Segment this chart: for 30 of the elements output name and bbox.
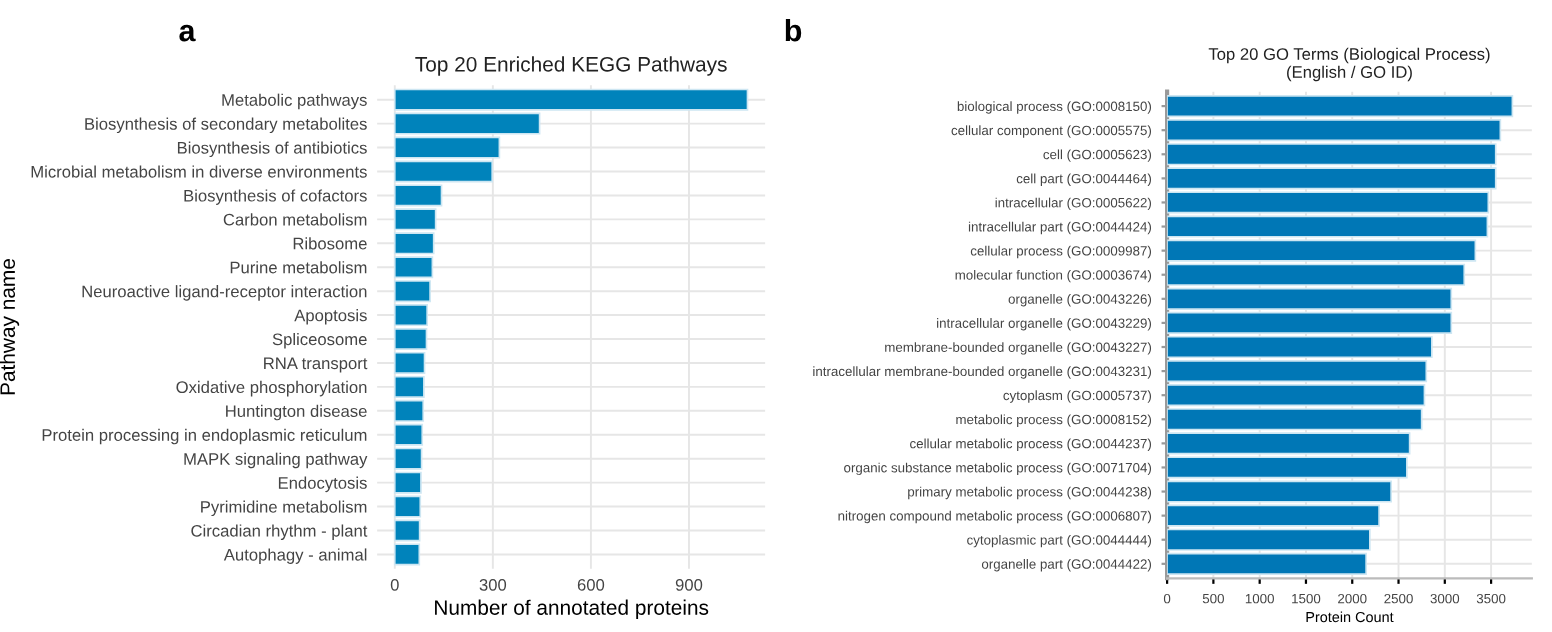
y-tick-label: Biosynthesis of secondary metabolites	[85, 117, 367, 134]
y-tick-label: Carbon metabolism	[223, 213, 367, 226]
y-tick-label: Purine metabolism	[230, 261, 367, 274]
chart-title: Top 20 Enriched KEGG Pathways	[415, 56, 727, 76]
y-tick-label: Metabolic pathways	[222, 93, 367, 110]
x-tick-label: 900	[675, 578, 703, 591]
y-tick-label: Circadian rhythm - plant	[191, 524, 368, 540]
y-tick-label: Neuroactive ligand-receptor interaction	[82, 285, 367, 301]
x-axis-title: Number of annotated proteins	[435, 599, 709, 620]
y-tick-label: MAPK signaling pathway	[184, 452, 368, 469]
x-tick-label: 300	[479, 578, 507, 591]
y-axis-title: Pathway name	[0, 259, 20, 395]
y-tick-label: Ribosome	[293, 237, 367, 250]
chart-title: Top 20 GO Terms (Biological Process) (English / GO ID)	[1208, 47, 1490, 82]
y-tick-label: Microbial metabolism in diverse environments	[31, 165, 367, 178]
y-tick-label: Protein processing in endoplasmic reticulum	[42, 428, 367, 445]
y-tick-label: Spliceosome	[272, 332, 367, 349]
y-tick-label: Huntington disease	[226, 404, 367, 421]
x-tick-label: 600	[577, 578, 605, 591]
y-tick-label: Oxidative phosphorylation	[176, 380, 367, 397]
y-tick-label: Biosynthesis of antibiotics	[177, 141, 367, 158]
y-tick-label: Autophagy - animal	[223, 548, 367, 564]
y-tick-label: Pyrimidine metabolism	[201, 500, 367, 517]
x-tick-label: 0	[390, 578, 399, 591]
y-tick-label: Biosynthesis of cofactors	[184, 189, 367, 205]
text: b	[785, 18, 802, 42]
y-tick-label: Apoptosis	[294, 309, 367, 325]
y-tick-label: RNA transport	[264, 357, 368, 373]
y-tick-label: Endocytosis	[278, 476, 367, 493]
text: a	[179, 24, 196, 42]
